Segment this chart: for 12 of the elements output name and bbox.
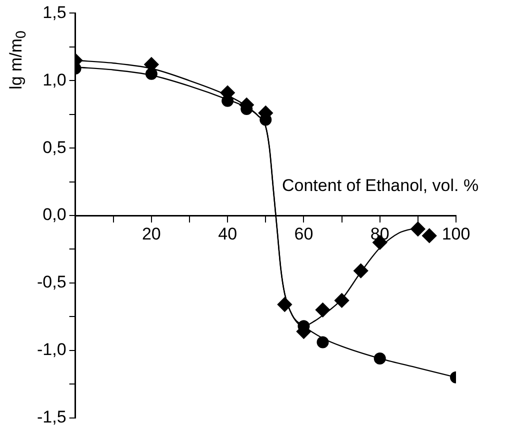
x-axis-title: Content of Ethanol, vol. % [282,176,479,196]
y-tick-label: 1,5 [42,2,66,22]
x-tick-label: 60 [294,224,314,244]
y-tick-label: 0,0 [42,205,66,224]
y-tick-label: -1,5 [36,407,66,426]
y-tick-label: 0,5 [42,138,66,157]
y-tick-label: 1,0 [42,70,66,90]
x-tick-label: 100 [442,224,470,244]
y-tick-label: -1,0 [36,340,66,360]
y-tick-label: -0,5 [36,272,66,292]
x-tick-label: 40 [218,224,238,244]
x-tick-label: 20 [142,224,161,244]
